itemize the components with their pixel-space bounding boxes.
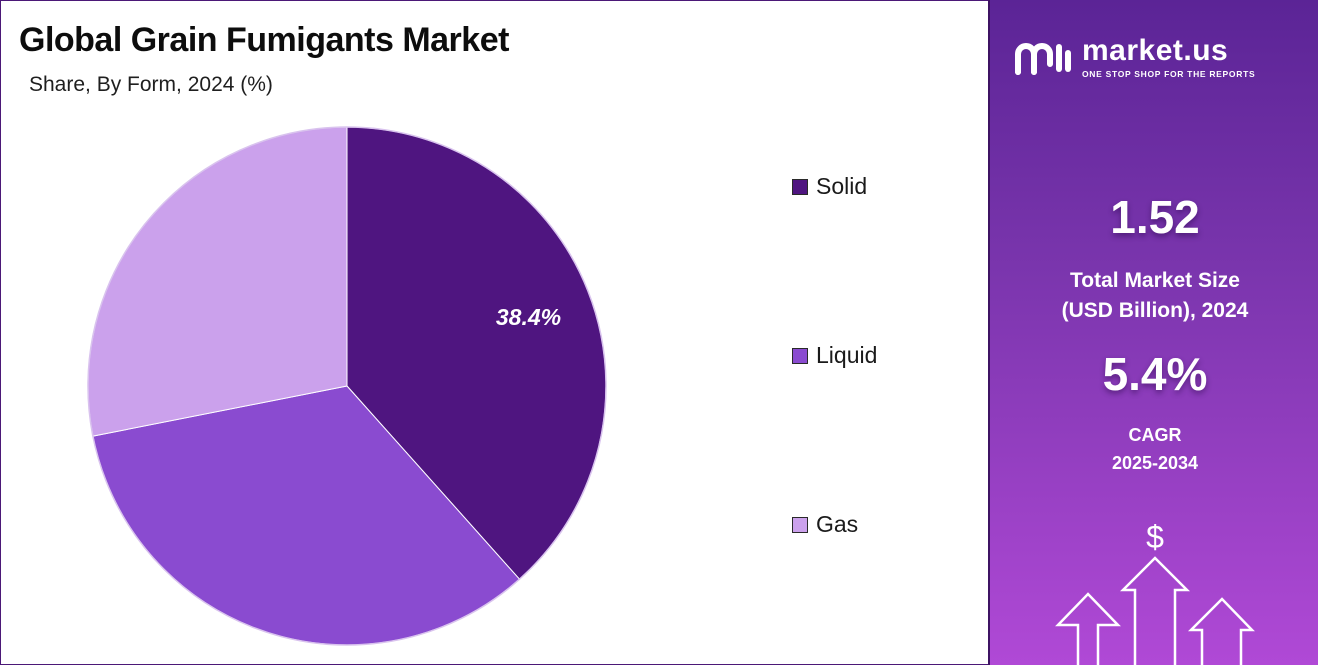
brand-tagline: ONE STOP SHOP FOR THE REPORTS (1082, 69, 1256, 79)
pie-slice-gas (87, 126, 348, 437)
brand-logo[interactable]: market.us ONE STOP SHOP FOR THE REPORTS (1012, 36, 1255, 79)
brand-name: market.us (1082, 34, 1229, 67)
legend-label-gas: Gas (816, 511, 859, 537)
growth-arrows-icon: $ (1050, 510, 1260, 665)
legend-label-solid: Solid (816, 173, 868, 199)
chart-subtitle: Share, By Form, 2024 (%) (29, 73, 273, 96)
dollar-sign-icon: $ (1146, 519, 1164, 555)
market-us-logo-icon (1012, 38, 1074, 78)
legend-swatch-solid (792, 178, 808, 195)
chart-title: Global Grain Fumigants Market (19, 21, 509, 59)
pie-chart: 38.4% (87, 126, 607, 646)
market-size-value: 1.52 (1110, 191, 1200, 243)
summary-panel: market.us ONE STOP SHOP FOR THE REPORTS … (988, 0, 1318, 665)
pie-outline (87, 126, 607, 646)
cagr-period: 2025-2034 (1111, 453, 1199, 473)
market-size-label-line2: (USD Billion), 2024 (1061, 299, 1249, 322)
legend-item-solid: Solid (792, 173, 867, 200)
data-label-solid: 38.4% (496, 304, 561, 330)
legend-item-liquid: Liquid (792, 342, 877, 369)
cagr-value: 5.4% (1102, 348, 1208, 400)
legend-swatch-liquid (792, 347, 808, 364)
market-size-label-line1: Total Market Size (1070, 269, 1240, 292)
cagr-label: CAGR (1128, 425, 1182, 445)
legend-item-gas: Gas (792, 511, 858, 538)
legend-swatch-gas (792, 516, 808, 533)
legend-label-liquid: Liquid (816, 342, 878, 368)
